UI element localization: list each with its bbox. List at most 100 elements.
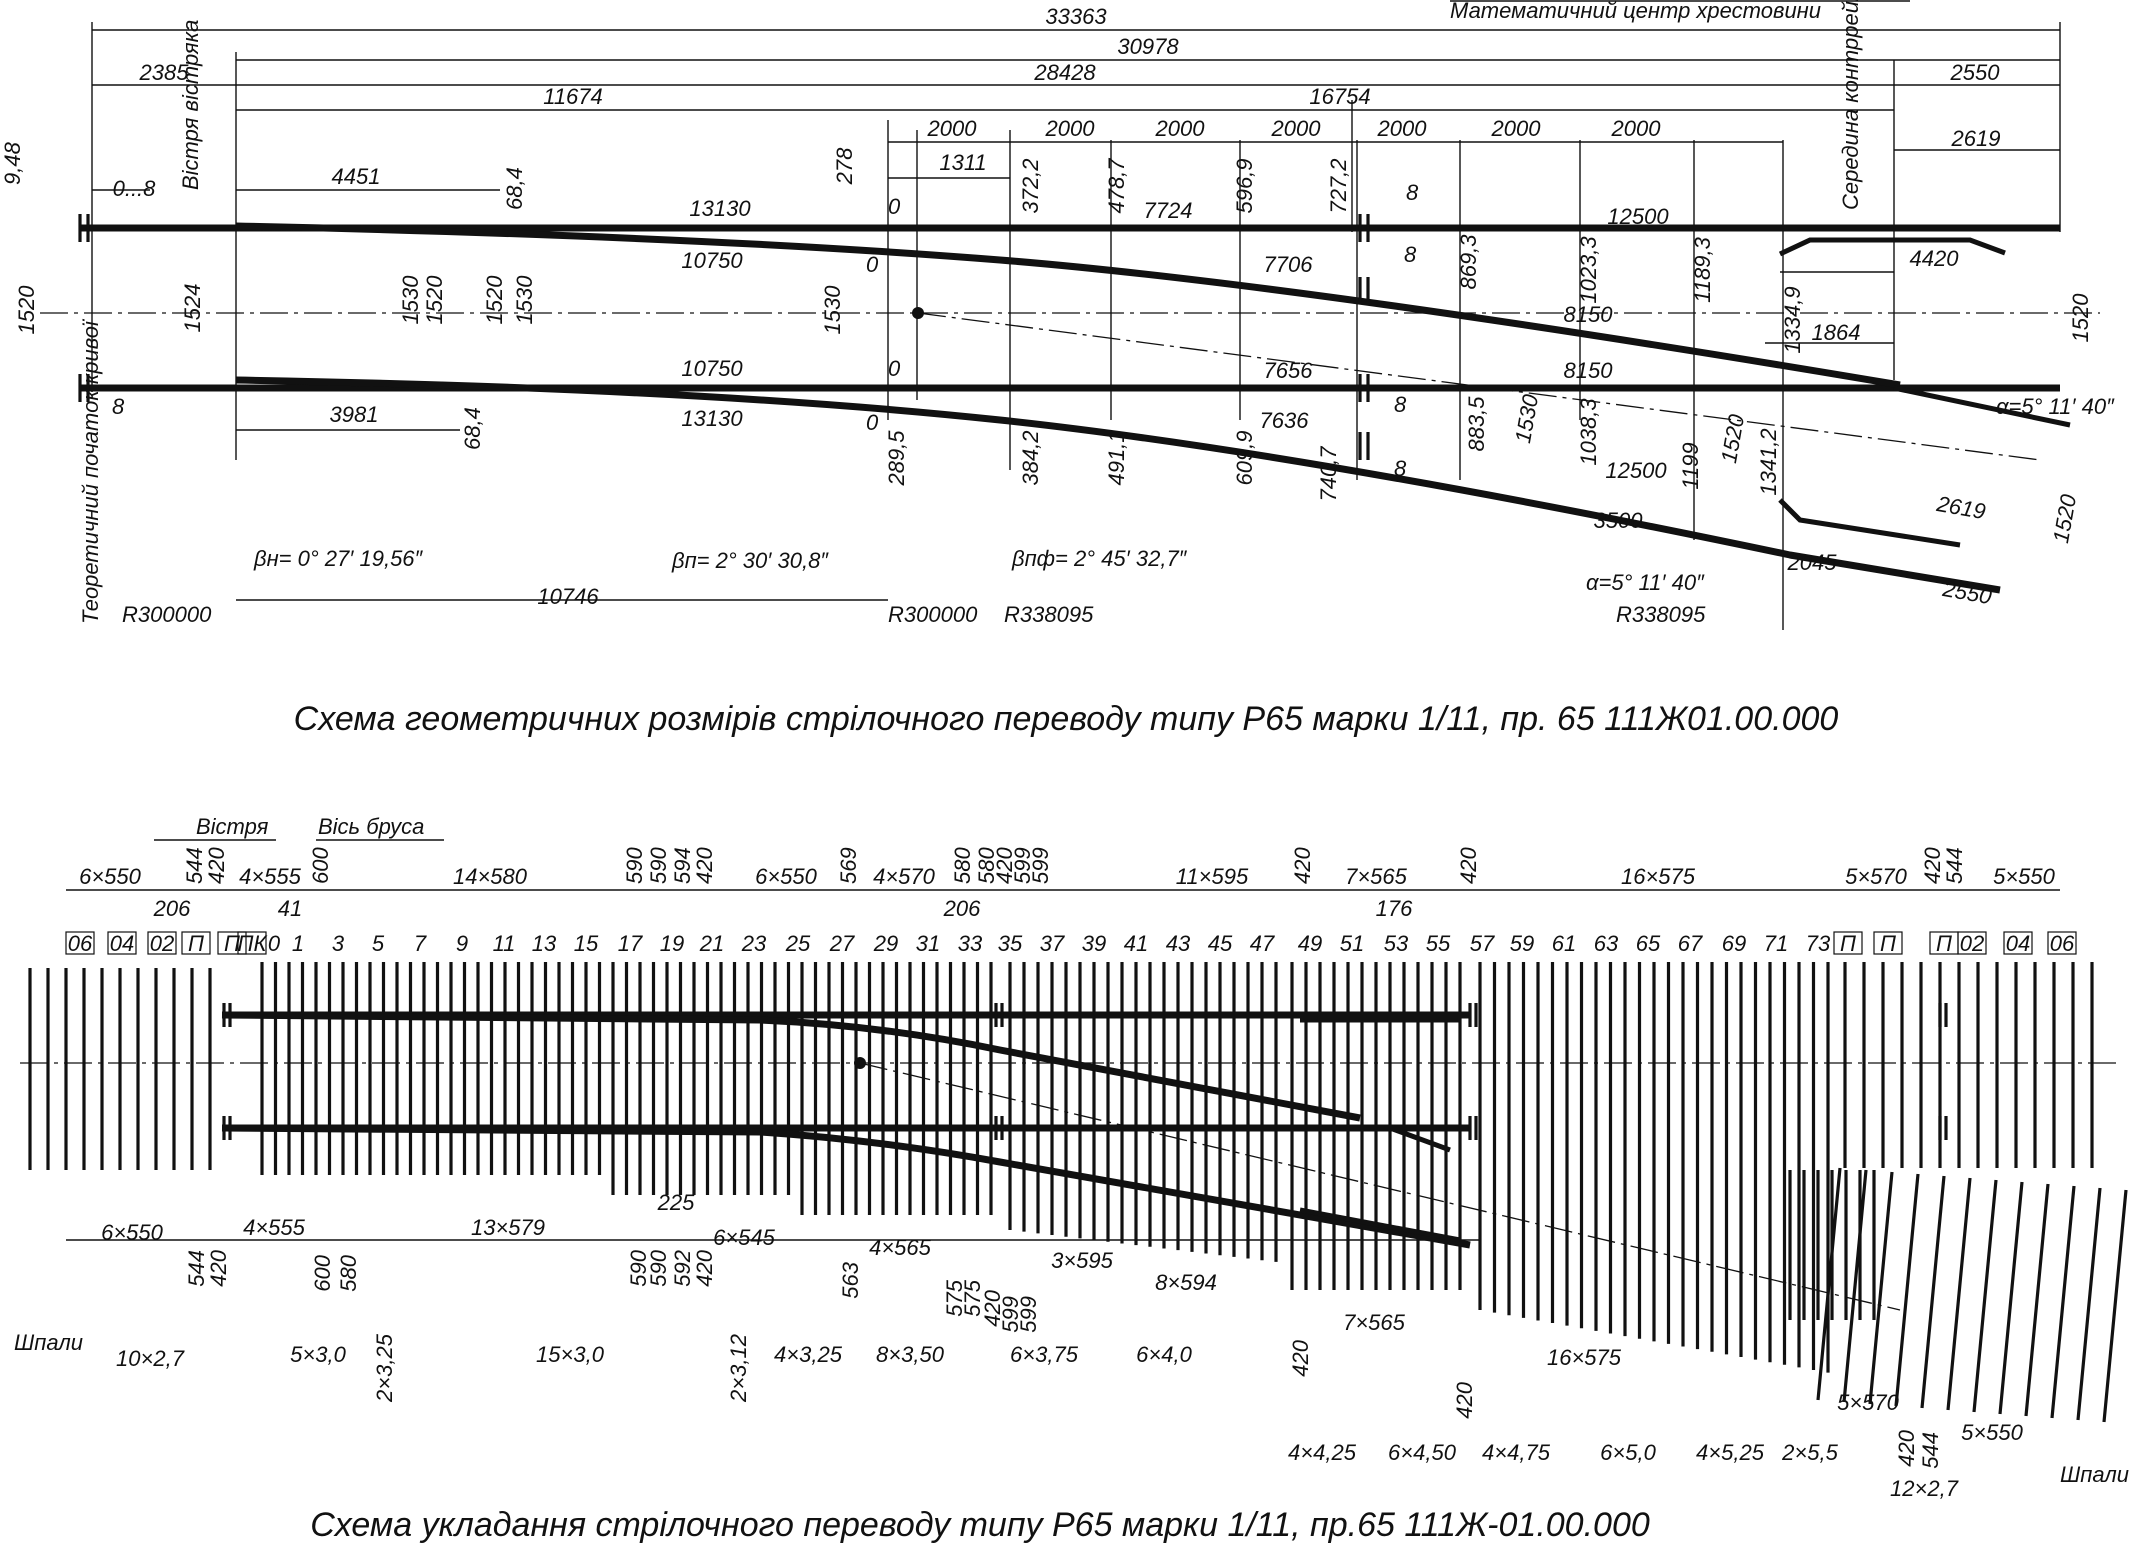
- sleeper-number-box: [107, 931, 137, 955]
- sleeper-number-6: 0: [268, 931, 281, 956]
- sleeper-number-box: [237, 931, 267, 955]
- top-dim-18: 420: [992, 847, 1017, 884]
- timber-group-2: 2×3,25: [372, 1333, 397, 1403]
- dim-1864: 1864: [1812, 320, 1861, 345]
- sleeper-number-18: 23: [741, 931, 767, 956]
- dim-2619-bot: 2619: [1934, 491, 1988, 524]
- sleeper-number-22: 31: [916, 931, 940, 956]
- dim-2550-bot: 2550: [1940, 576, 1994, 609]
- beta-n-label: βн= 0° 27′ 19,56″: [253, 546, 424, 571]
- timber-group-15: 12×2,7: [1890, 1476, 1959, 1501]
- top-dim-28: 420: [1920, 847, 1945, 884]
- sleeper-number-23: 33: [958, 931, 983, 956]
- sleeper-number-43: 73: [1806, 931, 1831, 956]
- dim-13130-bot: 13130: [681, 406, 743, 431]
- top-dim-5: 41: [278, 896, 302, 921]
- geometry-scheme: 33363 30978 28428 2385 2550 11674 16754 …: [0, 0, 2115, 630]
- low-dim-7: 580: [336, 1254, 361, 1291]
- sleeper: [1842, 1169, 1868, 1403]
- top-dim-17: 580: [974, 847, 999, 884]
- sleeper-number-49: 06: [2050, 931, 2075, 956]
- timber-group-13: 4×5,25: [1696, 1440, 1765, 1465]
- top-dim-19: 599: [1010, 847, 1035, 884]
- low-dim-18: 599: [998, 1296, 1023, 1333]
- sleeper-number-46: П: [1936, 931, 1952, 956]
- math-center-label: Математичний центр хрестовини: [1450, 0, 1821, 23]
- low-dim-20: 3×595: [1051, 1248, 1114, 1273]
- dim-278: 278: [832, 147, 857, 185]
- sleeper-number-3: П: [188, 931, 204, 956]
- low-dim-4: 544: [184, 1250, 209, 1287]
- dim-4451: 4451: [332, 164, 381, 189]
- sleeper-number-29: 45: [1208, 931, 1233, 956]
- gauge-1520-diverge: 1520: [2048, 492, 2081, 545]
- top-dim-10: 594: [670, 847, 695, 884]
- low-dim-25: 16×575: [1547, 1345, 1622, 1370]
- alpha-label-a: α=5° 11′ 40″: [1996, 394, 2115, 419]
- sleeper-number-12: 11: [493, 931, 516, 956]
- sleeper-number-31: 49: [1298, 931, 1322, 956]
- tip-label: Вістря: [196, 814, 269, 839]
- low-dim-11: 420: [692, 1249, 717, 1286]
- ord-1189: 1189,3: [1690, 236, 1715, 302]
- sleeper-number-11: 9: [456, 931, 468, 956]
- timber-group-11: 4×4,75: [1482, 1440, 1551, 1465]
- sleeper-number-38: 63: [1594, 931, 1619, 956]
- dim-30978: 30978: [1117, 34, 1179, 59]
- radius-label-1: R300000: [122, 602, 212, 627]
- sleeper-number-13: 13: [532, 931, 557, 956]
- sleeper-number-15: 17: [618, 931, 643, 956]
- dim-8150-bot: 8150: [1564, 358, 1614, 383]
- dim-10750-top: 10750: [681, 248, 743, 273]
- top-dim-2: 420: [204, 847, 229, 884]
- top-dim-23: 7×565: [1345, 864, 1408, 889]
- low-dim-5: 420: [206, 1249, 231, 1286]
- sleeper-number-48: 04: [2006, 931, 2030, 956]
- low-dim-26: 5×570: [1837, 1390, 1900, 1415]
- dim-7656: 7656: [1264, 358, 1314, 383]
- top-dim-11: 420: [692, 847, 717, 884]
- timber-group-1: 5×3,0: [290, 1342, 346, 1367]
- sleeper-number-32: 51: [1340, 931, 1364, 956]
- ord-384: 384,2: [1018, 430, 1043, 485]
- sleeper: [1816, 1167, 1842, 1401]
- sleeper: [2024, 1183, 2050, 1417]
- top-dim-3: 206: [153, 896, 191, 921]
- sleeper-number-27: 41: [1124, 931, 1148, 956]
- sleeper: [2102, 1189, 2128, 1423]
- sleeper-number-36: 59: [1510, 931, 1534, 956]
- low-dim-28: 544: [1918, 1432, 1943, 1469]
- eight-5: 8: [1394, 456, 1407, 481]
- radius-label-3: R338095: [1004, 602, 1094, 627]
- top-dim-30: 5×550: [1993, 864, 2056, 889]
- sleeper-number-17: 21: [699, 931, 724, 956]
- low-dim-13: 4×565: [869, 1235, 932, 1260]
- radius-label-4: R338095: [1616, 602, 1706, 627]
- dim-total: 33363: [1045, 4, 1107, 29]
- sleeper-number-19: 25: [785, 931, 811, 956]
- top-dim-13: 569: [836, 847, 861, 884]
- dim-13130-top: 13130: [689, 196, 751, 221]
- ord-1341: 1341,2: [1756, 428, 1781, 495]
- timber-group-0: 10×2,7: [116, 1346, 185, 1371]
- sleeper: [1946, 1177, 1972, 1411]
- low-dim-21: 8×594: [1155, 1270, 1217, 1295]
- sleeper-number-41: 69: [1722, 931, 1746, 956]
- dim-16754: 16754: [1309, 84, 1370, 109]
- dim-2000-2: 2000: [1045, 116, 1096, 141]
- timber-group-3: 15×3,0: [536, 1342, 605, 1367]
- sleeper: [2050, 1185, 2076, 1419]
- dim-2550-top: 2550: [1950, 60, 2001, 85]
- sleeper-number-box: [2047, 931, 2077, 955]
- sleeper-number-30: 47: [1250, 931, 1275, 956]
- dim-10750-bot: 10750: [681, 356, 743, 381]
- top-dim-14: 4×570: [873, 864, 936, 889]
- timber-group-6: 8×3,50: [876, 1342, 945, 1367]
- sleeper-number-0: 06: [68, 931, 93, 956]
- sleeper-number-39: 65: [1636, 931, 1661, 956]
- low-dim-27: 420: [1894, 1429, 1919, 1466]
- low-dim-15: 575: [942, 1279, 967, 1316]
- top-dim-20: 599: [1028, 847, 1053, 884]
- crossing-center-point: [912, 307, 924, 319]
- timber-group-9: 4×4,25: [1288, 1440, 1357, 1465]
